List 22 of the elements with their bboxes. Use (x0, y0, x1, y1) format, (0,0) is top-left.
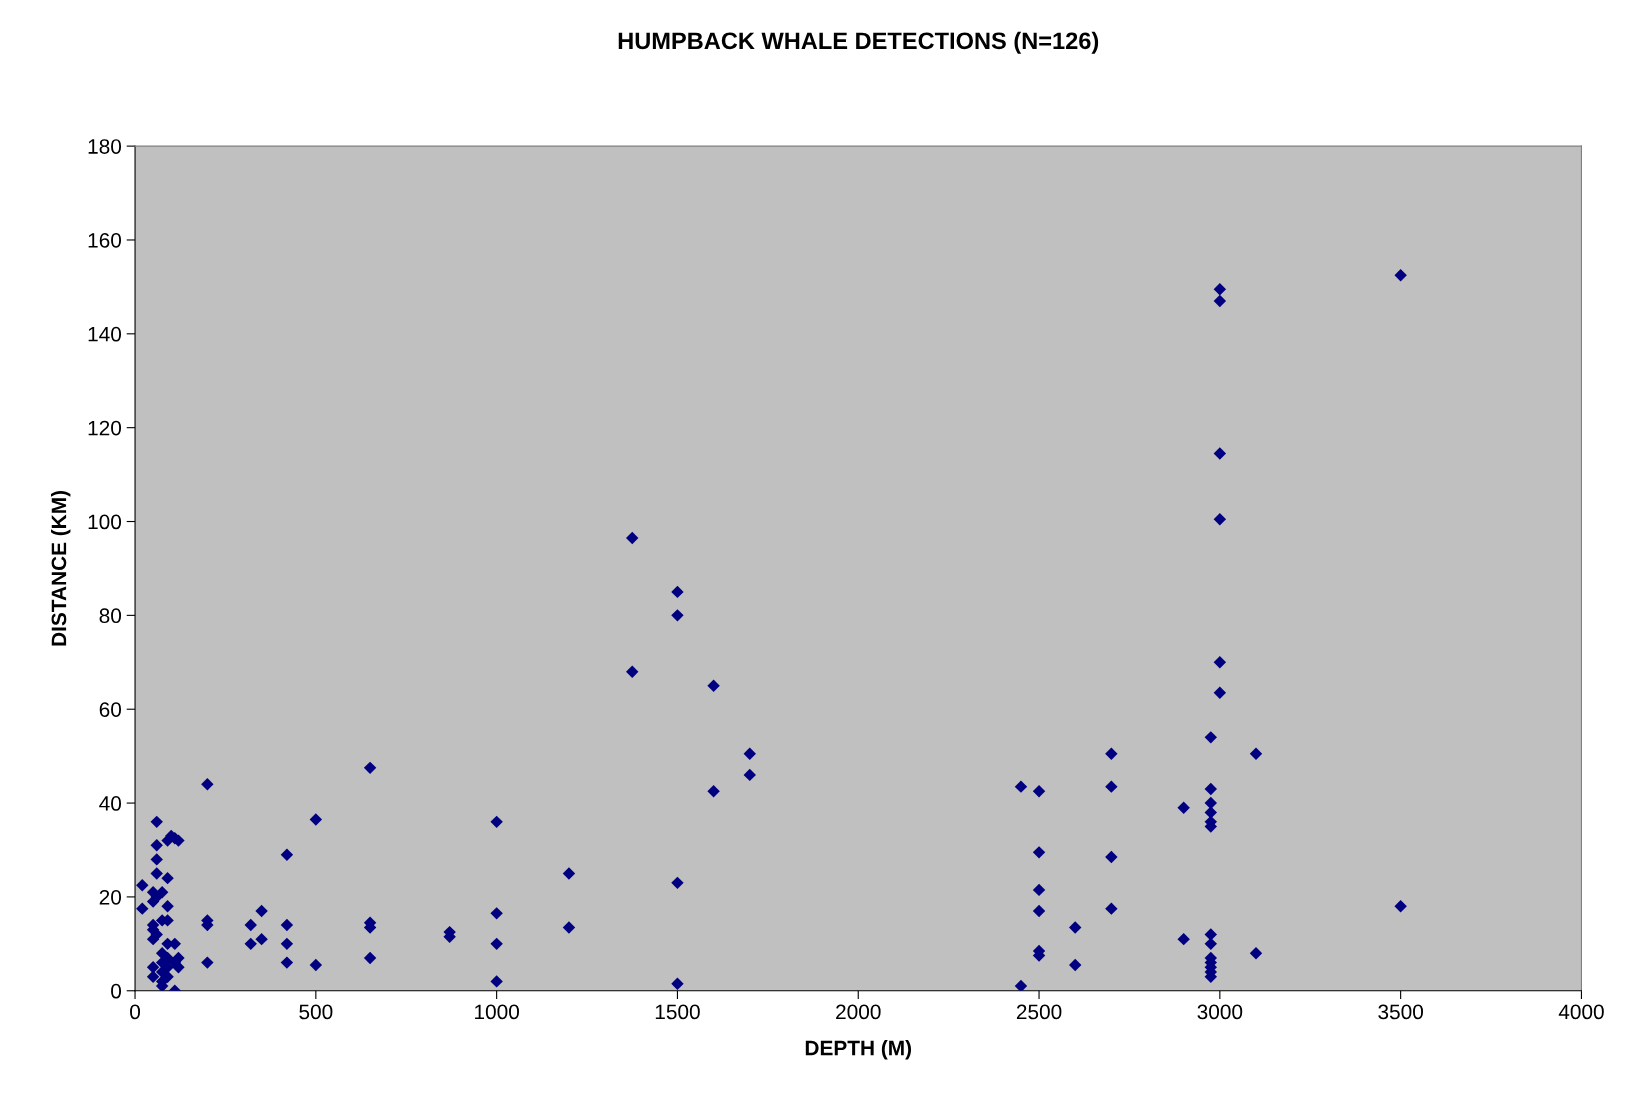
y-tick-label: 20 (99, 889, 122, 905)
x-tick-label: 3500 (1378, 1004, 1423, 1020)
y-tick-label: 180 (88, 139, 122, 154)
x-tick-label: 2500 (1016, 1004, 1062, 1020)
y-tick-label: 60 (99, 702, 122, 717)
x-tick-label: 500 (299, 1004, 333, 1020)
y-tick-label: 0 (111, 983, 122, 999)
x-tick-label: 1000 (475, 1004, 519, 1020)
y-tick-label: 160 (88, 232, 122, 248)
x-tick-label: 1500 (655, 1004, 700, 1020)
x-tick-label: 4000 (1558, 1004, 1604, 1020)
y-tick-label: 140 (88, 326, 122, 342)
chart-title: HUMPBACK WHALE DETECTIONS (N=126) (618, 31, 1099, 54)
x-tick-label: 0 (130, 1004, 141, 1020)
y-tick-label: 80 (99, 608, 122, 624)
x-tick-label: 3000 (1197, 1004, 1243, 1020)
y-axis-title: DISTANCE (KM) (51, 490, 71, 646)
y-tick-label: 100 (88, 514, 122, 530)
y-tick-label: 40 (99, 796, 122, 811)
x-axis-title: DEPTH (M) (805, 1040, 912, 1060)
y-tick-label: 120 (88, 420, 122, 436)
x-tick-label: 2000 (836, 1004, 881, 1020)
